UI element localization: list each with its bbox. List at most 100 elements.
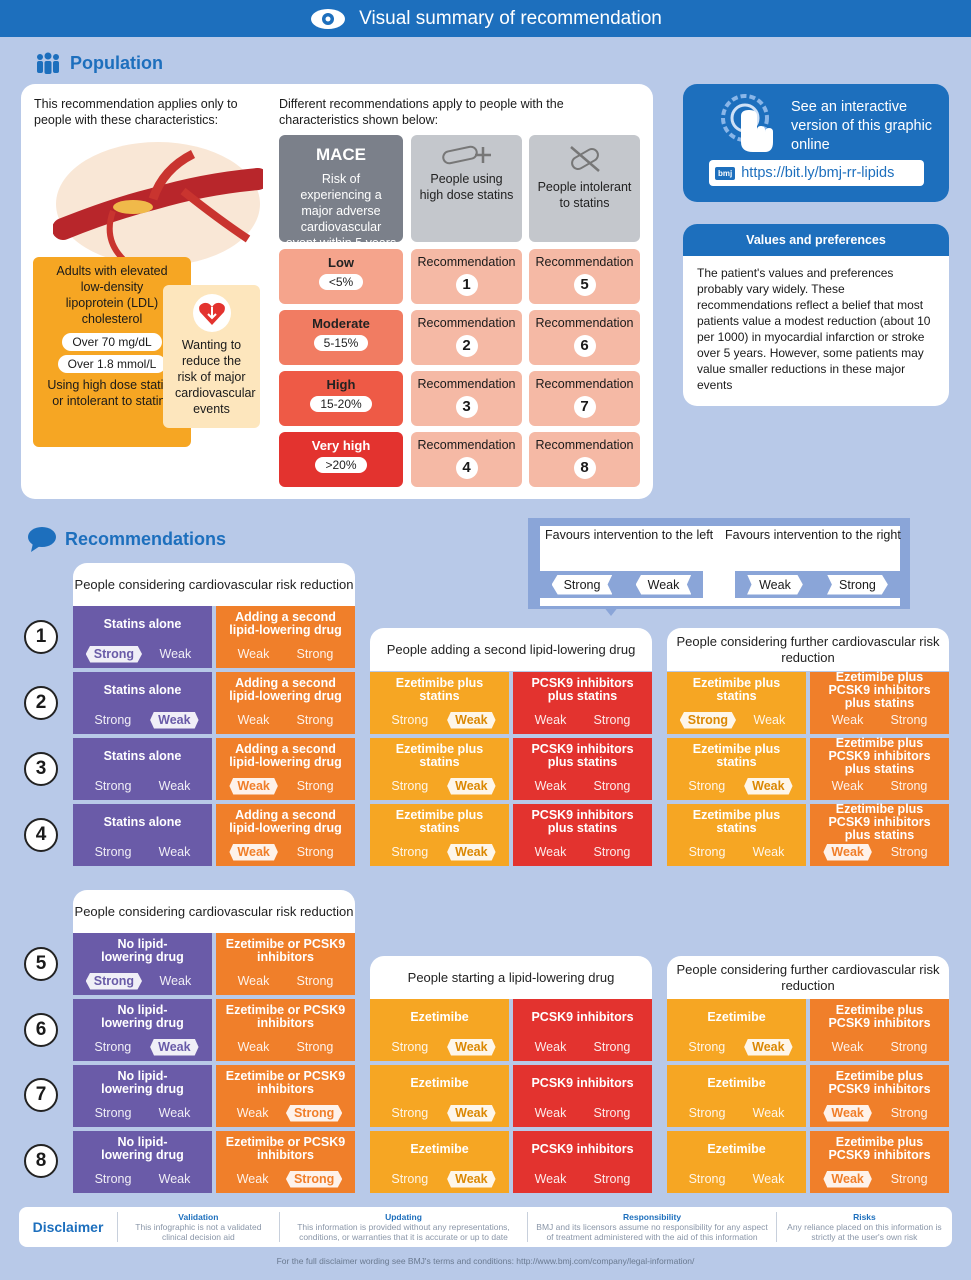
ldl-mgdl: Over 70 mg/dL bbox=[62, 333, 162, 351]
population-panel: This recommendation applies only to peop… bbox=[21, 84, 653, 499]
rec-number-4: 4 bbox=[24, 818, 58, 852]
rec-cell-3: Recommendation 3 bbox=[411, 371, 522, 426]
rec6-pcsk9: PCSK9 inhibitors Weak Strong bbox=[513, 999, 652, 1061]
people-icon bbox=[37, 52, 59, 74]
group-header-3: People considering further cardiovascula… bbox=[667, 628, 949, 671]
legend-box: Favours intervention to the left Favours… bbox=[528, 518, 910, 616]
rec3-adding-second: Adding a second lipid-lowering drug Weak S… bbox=[216, 738, 355, 800]
rec-cell-5: Recommendation 5 bbox=[529, 249, 640, 304]
strong-left-selected: Strong bbox=[85, 645, 143, 663]
touch-icon bbox=[721, 94, 773, 152]
rec3-eze-pcsk9-statins: Ezetimibe plus PCSK9 inhibitors plus sta… bbox=[810, 736, 949, 800]
rec3-pcsk9-statins: PCSK9 inhibitors plus statins Weak Strong bbox=[513, 738, 652, 800]
rec4-pcsk9-statins: PCSK9 inhibitors plus statins Weak Strong bbox=[513, 804, 652, 866]
risk-moderate: Moderate 5-15% bbox=[279, 310, 403, 365]
rec2-statins-alone: Statins alone Strong Weak bbox=[73, 672, 212, 734]
values-box: Values and preferences The patient's val… bbox=[683, 224, 949, 406]
legend-weak-left: Weak bbox=[635, 574, 692, 595]
disclaimer-responsibility: Responsibility BMJ and its licensors assu… bbox=[527, 1212, 776, 1242]
rec-number-6: 6 bbox=[24, 1013, 58, 1047]
rec-cell-7: Recommendation 7 bbox=[529, 371, 640, 426]
rec4-statins-alone: Statins alone Strong Weak bbox=[73, 804, 212, 866]
weak-right-selected: Weak bbox=[229, 843, 278, 861]
rec7-ezetimibe-further: Ezetimibe Strong Weak bbox=[667, 1065, 806, 1127]
rec2-eze-statins: Ezetimibe plus statins Strong Weak bbox=[370, 672, 509, 734]
rec-number-8: 8 bbox=[24, 1144, 58, 1178]
speech-bubble-icon bbox=[28, 527, 56, 552]
rec-cell-6: Recommendation 6 bbox=[529, 310, 640, 365]
rec-number-3: 3 bbox=[24, 752, 58, 786]
rec2-eze-pcsk9-statins: Ezetimibe plus PCSK9 inhibitors plus sta… bbox=[810, 670, 949, 734]
rec-number-5: 5 bbox=[24, 947, 58, 981]
weak-right-selected: Weak bbox=[229, 777, 278, 795]
group-header-6: People considering further cardiovascula… bbox=[667, 956, 949, 999]
rec-cell-1: Recommendation 1 bbox=[411, 249, 522, 304]
heart-icon bbox=[192, 294, 231, 332]
rec3-eze-statins: Ezetimibe plus statins Strong Weak bbox=[370, 738, 509, 800]
interactive-url[interactable]: https://bit.ly/bmj-rr-lipids bbox=[741, 165, 895, 181]
disclaimer-bar: Disclaimer Validation This infographic is… bbox=[19, 1207, 952, 1247]
rec8-eze-plus-pcsk9: Ezetimibe plus PCSK9 inhibitors Weak Stron… bbox=[810, 1131, 949, 1193]
rec5-no-lipid: No lipid-lowering drug Strong Weak bbox=[73, 933, 212, 995]
group-header-4: People considering cardiovascular risk r… bbox=[73, 890, 355, 933]
values-title: Values and preferences bbox=[683, 224, 949, 256]
legend-left-label: Favours intervention to the left bbox=[545, 528, 714, 542]
rec8-ezetimibe: Ezetimibe Strong Weak bbox=[370, 1131, 509, 1193]
interactive-text: See an interactive version of this graph… bbox=[791, 99, 933, 153]
legend-strong-left: Strong bbox=[551, 574, 613, 595]
population-different: Different recommendations apply to peopl… bbox=[279, 97, 564, 127]
rec6-ezetimibe: Ezetimibe Strong Weak bbox=[370, 999, 509, 1061]
risk-very-high: Very high >20% bbox=[279, 432, 403, 487]
legend-right-label: Favours intervention to the right bbox=[725, 528, 901, 542]
high-dose-header: People using high dose statins bbox=[411, 135, 522, 242]
group-header-1: People considering cardiovascular risk r… bbox=[73, 563, 355, 606]
rec4-eze-statins: Ezetimibe plus statins Strong Weak bbox=[370, 804, 509, 866]
rec-number-1: 1 bbox=[24, 620, 58, 654]
risk-high: High 15-20% bbox=[279, 371, 403, 426]
rec6-eze-plus-pcsk9: Ezetimibe plus PCSK9 inhibitors Weak Stron… bbox=[810, 999, 949, 1061]
risk-low: Low <5% bbox=[279, 249, 403, 304]
rec7-eze-plus-pcsk9: Ezetimibe plus PCSK9 inhibitors Weak Stron… bbox=[810, 1065, 949, 1127]
pill-icon bbox=[441, 145, 491, 165]
rec-number-7: 7 bbox=[24, 1078, 58, 1112]
rec4-adding-second: Adding a second lipid-lowering drug Weak S… bbox=[216, 804, 355, 866]
legend-strong-right: Strong bbox=[827, 574, 888, 595]
interactive-box[interactable]: See an interactive version of this graph… bbox=[683, 84, 949, 202]
rec3-statins-alone: Statins alone Strong Weak bbox=[73, 738, 212, 800]
rec2-eze-statins-further: Ezetimibe plus statins Strong Weak bbox=[667, 672, 806, 734]
rec7-eze-or-pcsk9: Ezetimibe or PCSK9 inhibitors Weak Strong bbox=[216, 1065, 355, 1127]
rec7-no-lipid: No lipid-lowering drug Strong Weak bbox=[73, 1065, 212, 1127]
mace-header: MACE Risk of experiencing a major advers… bbox=[279, 135, 403, 250]
rec8-eze-or-pcsk9: Ezetimibe or PCSK9 inhibitors Weak Strong bbox=[216, 1131, 355, 1193]
disclaimer-risks: Risks Any reliance placed on this informa… bbox=[775, 1212, 952, 1242]
rec1-statins-alone: Statins alone Strong Weak bbox=[73, 606, 212, 668]
ldl-mmol: Over 1.8 mmol/L bbox=[57, 355, 167, 373]
eye-icon bbox=[311, 8, 346, 29]
rec2-adding-second: Adding a second lipid-lowering drug Weak S… bbox=[216, 672, 355, 734]
rec-cell-2: Recommendation 2 bbox=[411, 310, 522, 365]
wanting-box: Wanting to reduce the risk of major card… bbox=[163, 285, 260, 428]
interactive-link[interactable]: bmj https://bit.ly/bmj-rr-lipids bbox=[709, 160, 924, 186]
group-header-2: People adding a second lipid-lowering dr… bbox=[370, 628, 652, 671]
rec2-pcsk9-statins: PCSK9 inhibitors plus statins Weak Strong bbox=[513, 672, 652, 734]
weak-left-selected: Weak bbox=[150, 711, 199, 729]
population-intro: This recommendation applies only to peop… bbox=[34, 97, 238, 127]
rec-cell-4: Recommendation 4 bbox=[411, 432, 522, 487]
population-title: Population bbox=[34, 52, 163, 74]
rec1-adding-second: Adding a second lipid-lowering drug Weak S… bbox=[216, 606, 355, 668]
rec6-ezetimibe-further: Ezetimibe Strong Weak bbox=[667, 999, 806, 1061]
bmj-logo: bmj bbox=[715, 166, 736, 180]
values-text: The patient's values and preferences pro… bbox=[697, 266, 931, 392]
rec-cell-8: Recommendation 8 bbox=[529, 432, 640, 487]
rec8-ezetimibe-further: Ezetimibe Strong Weak bbox=[667, 1131, 806, 1193]
legend-weak-right: Weak bbox=[747, 574, 803, 595]
rec4-eze-pcsk9-statins: Ezetimibe plus PCSK9 inhibitors plus sta… bbox=[810, 802, 949, 866]
rec7-pcsk9: PCSK9 inhibitors Weak Strong bbox=[513, 1065, 652, 1127]
group-header-5: People starting a lipid-lowering drug bbox=[370, 956, 652, 999]
page-title: Visual summary of recommendation bbox=[359, 7, 662, 29]
disclaimer-footer: For the full disclaimer wording see BMJ'… bbox=[276, 1256, 695, 1266]
disclaimer-updating: Updating This information is provided wit… bbox=[278, 1212, 528, 1242]
rec8-pcsk9: PCSK9 inhibitors Weak Strong bbox=[513, 1131, 652, 1193]
rec4-eze-statins-further: Ezetimibe plus statins Strong Weak bbox=[667, 804, 806, 866]
rec7-ezetimibe: Ezetimibe Strong Weak bbox=[370, 1065, 509, 1127]
